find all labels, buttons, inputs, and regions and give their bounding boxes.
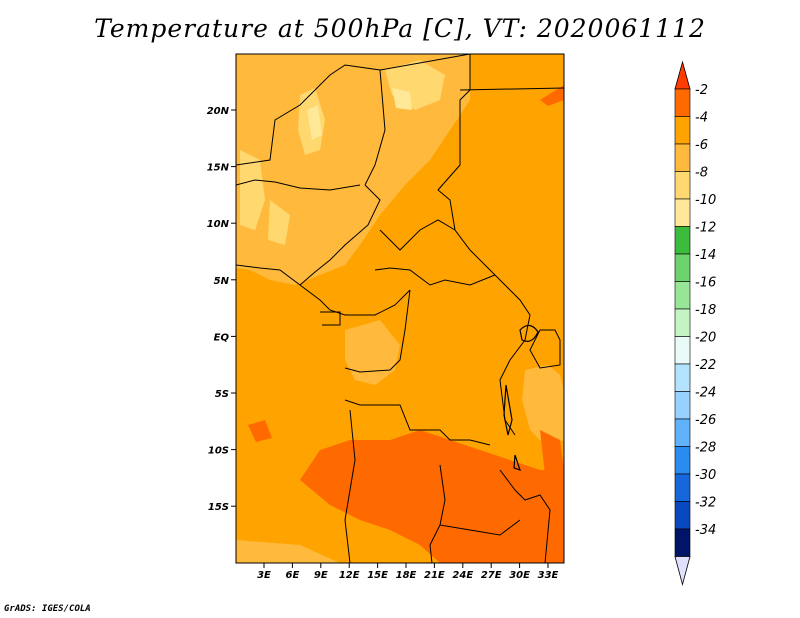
cool-region-east xyxy=(522,365,564,445)
colorbar-bottom-triangle xyxy=(674,556,691,587)
warm-patch-ne xyxy=(540,85,564,106)
colorbar-label: -16 xyxy=(695,276,716,291)
cooler-patch-3 xyxy=(240,150,265,230)
colorbar-swatch xyxy=(674,281,691,310)
lat-tick-label: 20N xyxy=(207,106,230,117)
colorbar-label: -32 xyxy=(695,496,716,511)
colorbar-swatch xyxy=(674,198,691,227)
map-fill xyxy=(236,54,564,563)
latitude-axis: 20N 15N 10N 5N EQ 5S 10S 15S xyxy=(207,106,236,513)
cool-region-north xyxy=(236,54,470,285)
lat-tick-label: 5S xyxy=(215,389,229,400)
colorbar-swatch xyxy=(674,363,691,392)
colorbar-label: -14 xyxy=(695,248,716,263)
lon-tick-label: 30E xyxy=(509,570,530,581)
colorbar-swatch xyxy=(674,143,691,172)
warm-region-se xyxy=(540,430,564,475)
colorbar-swatch xyxy=(674,473,691,502)
lakes xyxy=(503,324,539,471)
colorbar-swatch xyxy=(674,116,691,145)
colorbar-label: -20 xyxy=(695,331,716,346)
lat-tick-label: 15N xyxy=(207,163,230,174)
colorbar-label: -10 xyxy=(695,193,716,208)
colorbar-swatch xyxy=(674,418,691,447)
lat-tick-label: 5N xyxy=(214,276,230,287)
cool-region-central xyxy=(345,320,400,385)
colorbar-swatch xyxy=(674,88,691,117)
cool-patch-south xyxy=(236,540,340,563)
colorbar-swatch xyxy=(674,308,691,337)
colorbar-label: -6 xyxy=(695,138,708,153)
warm-region-south xyxy=(300,430,564,563)
grads-credit: GrADS: IGES/COLA xyxy=(4,604,91,614)
colorbar-label: -4 xyxy=(695,111,708,126)
lon-tick-label: 24E xyxy=(452,570,473,581)
lat-tick-label: EQ xyxy=(214,332,230,343)
colorbar-label: -12 xyxy=(695,221,716,236)
colorbar-label: -34 xyxy=(695,523,716,538)
lon-tick-label: 27E xyxy=(481,570,502,581)
lon-tick-label: 12E xyxy=(339,570,360,581)
colorbar-swatch xyxy=(674,253,691,282)
colorbar-top-triangle xyxy=(674,60,691,90)
colorbar-label: -18 xyxy=(695,303,716,318)
lat-tick-label: 10S xyxy=(208,446,229,457)
map-title: Temperature at 500hPa [C], VT: 202006111… xyxy=(94,14,706,43)
colorbar-swatch xyxy=(674,226,691,255)
lat-tick-label: 15S xyxy=(208,502,229,513)
colorbar-label: -24 xyxy=(695,386,716,401)
coolest-patch-1 xyxy=(307,105,322,140)
lon-tick-label: 33E xyxy=(538,570,559,581)
lat-tick-label: 10N xyxy=(207,219,230,230)
colorbar: -2 -4 -6 -8 -10 -12 -14 -16 -18 -20 -22 -24 -26 -28 -3… xyxy=(674,60,716,587)
country-borders xyxy=(236,54,564,563)
lon-tick-label: 3E xyxy=(257,570,271,581)
colorbar-label: -30 xyxy=(695,468,716,483)
colorbar-label: -28 xyxy=(695,441,716,456)
longitude-axis: 3E 6E 9E 12E 15E 18E 21E 24E 27E 30E 33E xyxy=(257,563,559,581)
lon-tick-label: 9E xyxy=(314,570,328,581)
colorbar-swatch xyxy=(674,501,691,530)
colorbar-label: -26 xyxy=(695,413,716,428)
colorbar-swatch xyxy=(674,528,691,557)
lon-tick-label: 21E xyxy=(424,570,445,581)
colorbar-swatch xyxy=(674,171,691,200)
colorbar-label: -22 xyxy=(695,358,716,373)
coolest-patch-2 xyxy=(392,88,412,110)
colorbar-label: -2 xyxy=(695,83,708,98)
colorbar-swatch xyxy=(674,391,691,420)
lon-tick-label: 15E xyxy=(367,570,388,581)
lon-tick-label: 6E xyxy=(286,570,300,581)
cooler-patch-4 xyxy=(268,200,290,245)
map-frame xyxy=(235,53,565,564)
colorbar-swatch xyxy=(674,336,691,365)
colorbar-label: -8 xyxy=(695,166,708,181)
warm-patch-sw xyxy=(248,420,272,442)
colorbar-swatch xyxy=(674,446,691,475)
lon-tick-label: 18E xyxy=(396,570,417,581)
